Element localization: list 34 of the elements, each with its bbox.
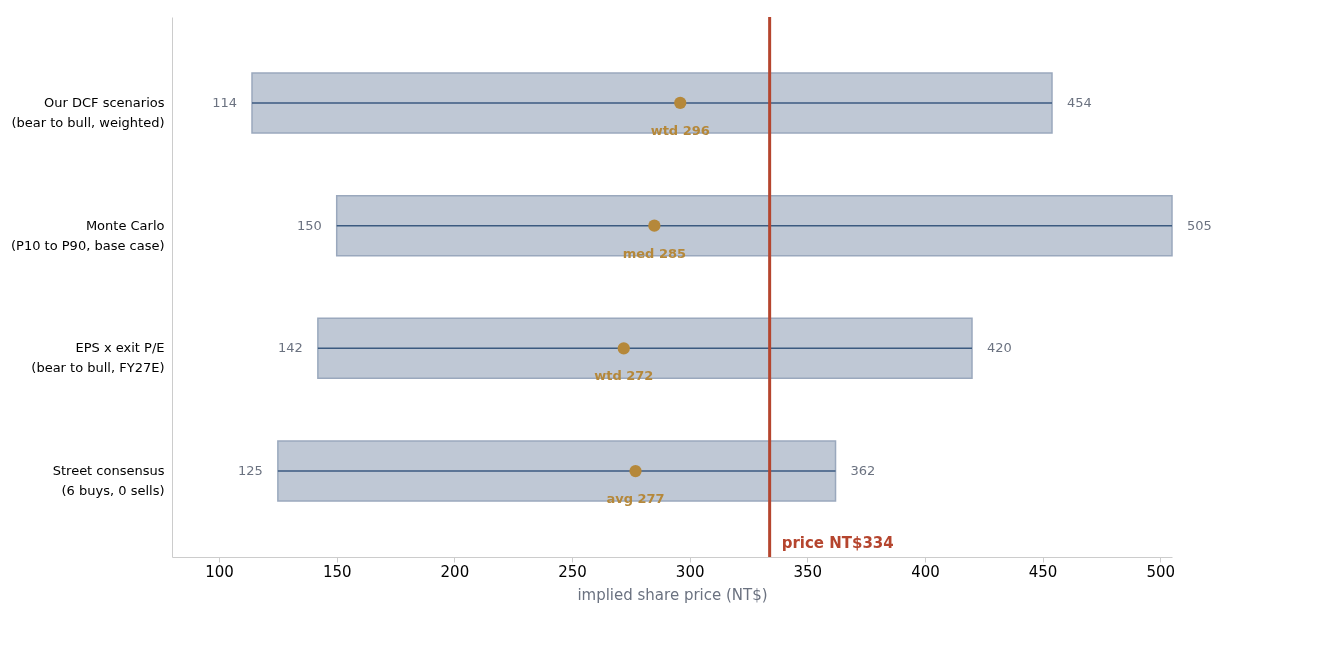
x-tick-label: 200 (440, 562, 470, 581)
x-tick-label: 500 (1146, 562, 1176, 581)
data-label: 420 (987, 340, 1012, 356)
point (648, 219, 661, 232)
data-label: med 285 (622, 245, 687, 261)
bar (317, 317, 973, 380)
annotation: 142 (278, 340, 303, 356)
x-tick-label: 100 (205, 562, 234, 581)
data-label: avg 277 (606, 491, 665, 507)
annotation: 125 (238, 463, 263, 479)
data-label: 505 (1187, 217, 1212, 233)
y-tick-label: Street consensus (6 buys, 0 sells) (52, 463, 165, 499)
y-tick-label: EPS x exit P/E (bear to bull, FY27E) (31, 340, 165, 376)
bar (251, 72, 1053, 134)
x-tick-label: 450 (1028, 562, 1058, 581)
x-tick-label: 400 (911, 562, 940, 581)
point (674, 96, 687, 110)
x-tick-label: 150 (322, 562, 352, 581)
data-label: wtd 296 (650, 122, 710, 138)
x-tick-label: 300 (675, 562, 705, 581)
data-label: wtd 272 (594, 368, 654, 384)
point (629, 464, 642, 478)
point (617, 342, 630, 355)
y-tick-label: Monte Carlo (P10 to P90, base case) (11, 217, 165, 253)
x-tick-label: 250 (558, 562, 587, 581)
annotation: 150 (296, 217, 322, 233)
data-label: 362 (850, 463, 876, 479)
x-axis-title: implied share price (NT$) (577, 585, 768, 604)
bar (335, 194, 1173, 257)
ref-line-label: price NT$334 (781, 534, 894, 552)
data-label: 454 (1067, 94, 1092, 110)
annotation: 114 (212, 94, 237, 110)
y-tick-label: Our DCF scenarios (bear to bull, weighted) (11, 94, 165, 130)
x-tick-label: 350 (793, 562, 823, 581)
